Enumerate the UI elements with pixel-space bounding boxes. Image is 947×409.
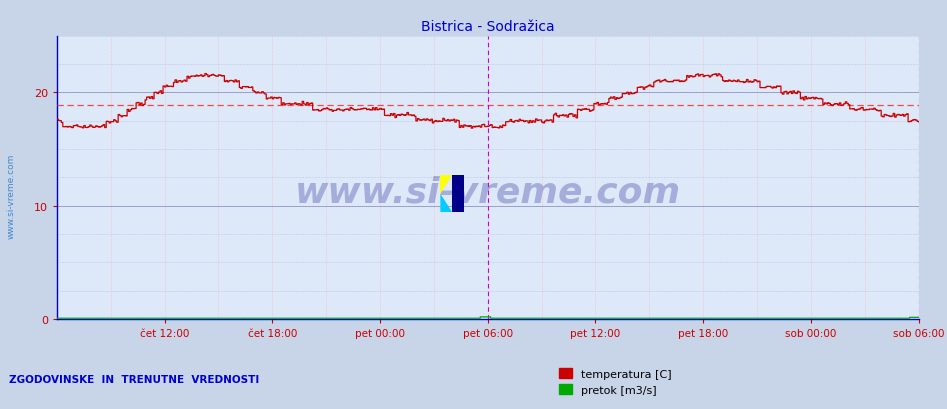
Title: Bistrica - Sodražica: Bistrica - Sodražica	[420, 20, 555, 34]
Text: www.si-vreme.com: www.si-vreme.com	[295, 175, 681, 209]
Polygon shape	[440, 176, 453, 194]
Text: www.si-vreme.com: www.si-vreme.com	[7, 154, 16, 239]
Legend: temperatura [C], pretok [m3/s]: temperatura [C], pretok [m3/s]	[555, 364, 676, 399]
Polygon shape	[453, 176, 464, 213]
Polygon shape	[440, 194, 453, 213]
Text: ZGODOVINSKE  IN  TRENUTNE  VREDNOSTI: ZGODOVINSKE IN TRENUTNE VREDNOSTI	[9, 375, 259, 384]
